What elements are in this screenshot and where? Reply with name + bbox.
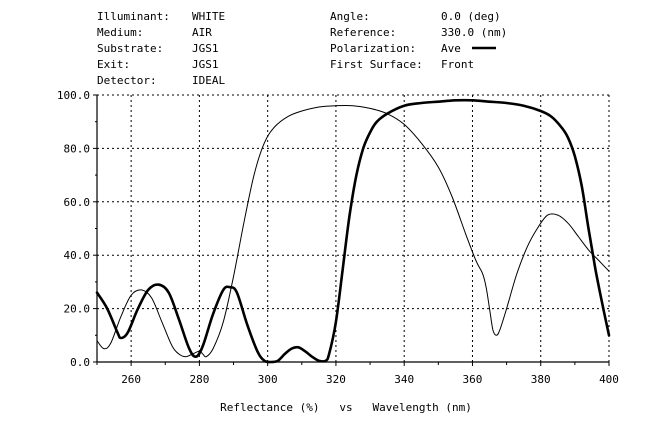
y-tick-label: 40.0 [64,249,91,262]
header-left-label-4: Detector: [97,74,157,87]
header-right-value-1: 330.0 (nm) [441,26,507,39]
x-tick-label: 380 [531,373,551,386]
y-tick-label: 20.0 [64,303,91,316]
header-left-label-2: Substrate: [97,42,163,55]
header-left-value-1: AIR [192,26,212,39]
header-info: Illuminant: WHITE Medium: AIR Substrate:… [97,10,507,87]
header-right-value-3: Front [441,58,474,71]
header-right-label-3: First Surface: [330,58,423,71]
y-tick-label: 100.0 [57,89,90,102]
header-left-value-2: JGS1 [192,42,219,55]
x-tick-label: 400 [599,373,619,386]
series-line-thick [95,98,611,364]
series-line-thin [96,104,610,358]
axes: 260 280 300 320 340 360 380 400 0.0 20.0 40.0 60.0 8… [57,89,619,386]
x-tick-label: 320 [326,373,346,386]
x-tick-label: 280 [189,373,209,386]
header-left-value-0: WHITE [192,10,225,23]
y-tick-label: 80.0 [64,142,91,155]
header-right-value-2: Ave [441,42,461,55]
header-right-label-1: Reference: [330,26,396,39]
header-left-label-0: Illuminant: [97,10,170,23]
series-lines [95,98,611,364]
x-tick-label: 360 [463,373,483,386]
header-right-label-0: Angle: [330,10,370,23]
header-right-value-0: 0.0 (deg) [441,10,501,23]
y-tick-label: 0.0 [70,356,90,369]
x-tick-label: 260 [121,373,141,386]
y-tick-label: 60.0 [64,196,91,209]
header-right-label-2: Polarization: [330,42,416,55]
header-left-label-1: Medium: [97,26,143,39]
header-left-label-3: Exit: [97,58,130,71]
x-tick-label: 300 [258,373,278,386]
grid [97,94,610,362]
header-left-value-4: IDEAL [192,74,225,87]
x-tick-label: 340 [394,373,414,386]
header-left-value-3: JGS1 [192,58,219,71]
x-axis-label: Reflectance (%) vs Wavelength (nm) [220,401,472,414]
